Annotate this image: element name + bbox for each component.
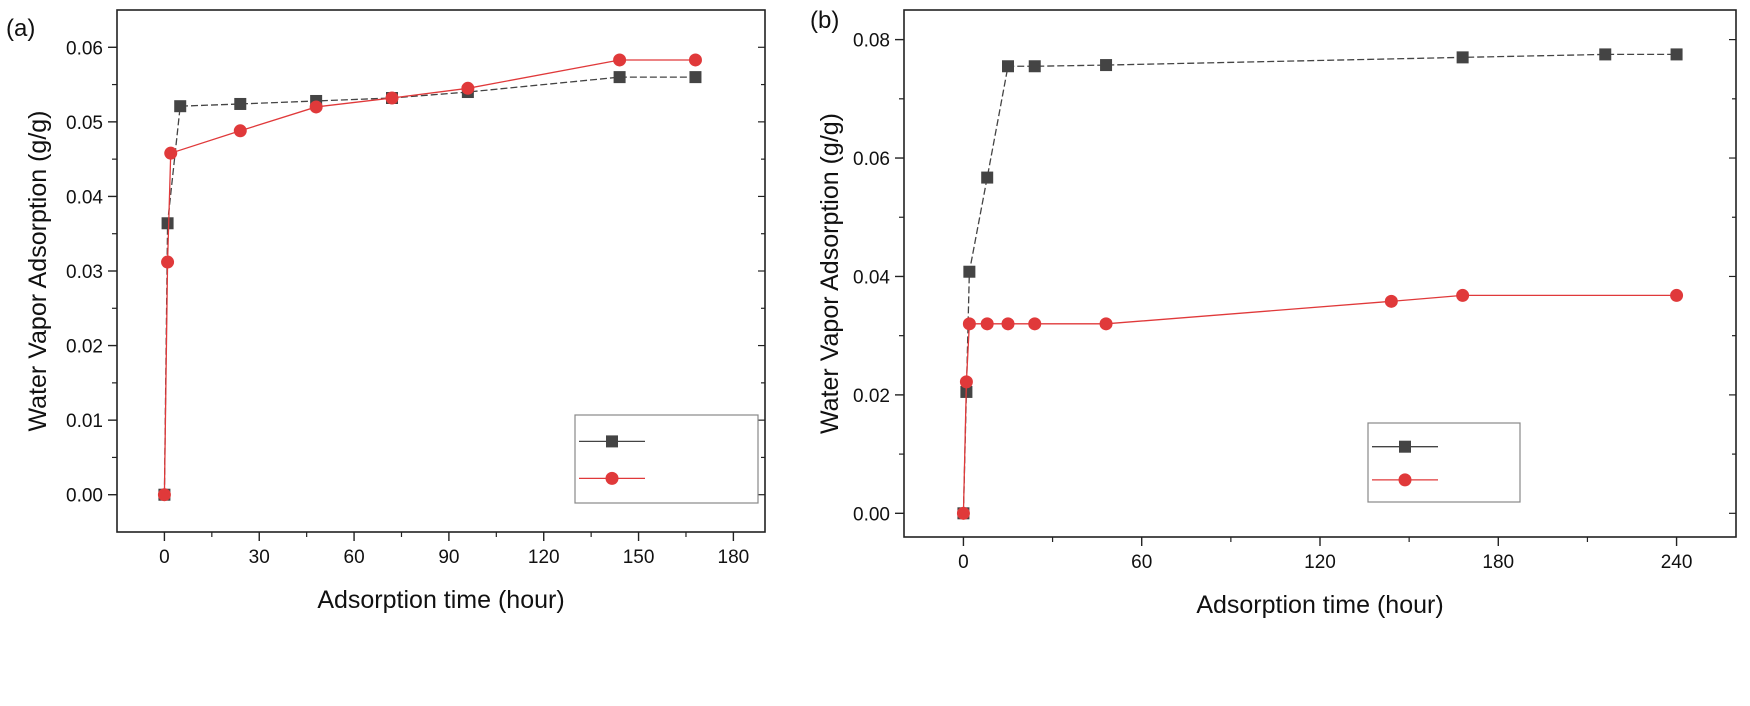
legend-marker-circle-a [605,471,619,485]
x-tick-label-a: 60 [344,547,365,568]
data-point-circle-a [157,488,171,502]
data-point-circle-a [688,53,702,67]
chart-b-svg: (b) Adsorption time (hour) Water Vapor A… [810,7,1737,619]
data-point-square-b [963,265,976,278]
data-point-square-b [1456,51,1469,64]
data-point-square-b [981,171,994,184]
y-tick-label-b: 0.04 [853,267,890,288]
data-point-square-a [613,71,626,84]
y-tick-label-a: 0.03 [66,262,103,283]
panel-label-a: (a) [6,15,35,42]
x-tick-label-a: 180 [718,547,750,568]
data-point-circle-b [1001,317,1015,331]
data-point-square-b [1028,60,1041,73]
x-tick-label-b: 120 [1304,552,1336,573]
data-point-square-b [1670,48,1683,61]
legend-marker-circle-b [1398,473,1412,487]
data-point-circle-b [1028,317,1042,331]
data-point-square-a [174,100,187,113]
chart-a-svg: (a) Adsorption time (hour) Water Vapor A… [6,9,766,614]
panel-label-b: (b) [810,7,839,34]
data-point-square-a [161,217,174,230]
y-tick-label-a: 0.01 [66,411,103,432]
data-point-circle-b [956,506,970,520]
x-tick-label-b: 180 [1482,552,1514,573]
data-point-square-a [234,97,247,110]
data-point-circle-a [613,53,627,67]
data-point-circle-a [161,255,175,269]
legend-box-a [574,414,759,504]
data-point-circle-a [309,100,323,114]
x-tick-label-a: 90 [438,547,459,568]
data-point-circle-b [1456,288,1470,302]
data-point-circle-a [164,146,178,160]
data-point-circle-b [1099,317,1113,331]
data-point-circle-a [233,124,247,138]
x-tick-label-b: 240 [1661,552,1693,573]
x-tick-label-b: 0 [958,552,969,573]
data-point-circle-b [1670,288,1684,302]
data-point-circle-a [461,81,475,95]
data-point-circle-b [962,317,976,331]
x-tick-label-a: 150 [623,547,655,568]
y-tick-label-a: 0.04 [66,187,103,208]
data-point-circle-a [385,91,399,105]
x-tick-label-a: 120 [528,547,560,568]
x-tick-label-a: 0 [159,547,170,568]
x-axis-label-b: Adsorption time (hour) [1196,591,1443,619]
y-tick-label-b: 0.00 [853,504,890,525]
data-point-circle-b [959,375,973,389]
y-tick-label-b: 0.02 [853,386,890,407]
data-point-circle-b [1384,294,1398,308]
data-point-square-a [689,71,702,84]
chart-panel-a: (a) Adsorption time (hour) Water Vapor A… [0,0,870,701]
y-axis-label-a: Water Vapor Adsorption (g/g) [24,111,52,432]
series-line-b-0 [962,53,1677,514]
x-tick-label-a: 30 [249,547,270,568]
legend-marker-square-b [1399,440,1411,453]
y-tick-label-b: 0.08 [853,31,890,52]
data-point-square-b [1599,48,1612,61]
data-point-square-b [1100,59,1113,72]
y-tick-label-a: 0.02 [66,337,103,358]
y-tick-label-b: 0.06 [853,149,890,170]
y-tick-label-a: 0.06 [66,38,103,59]
y-axis-label-b: Water Vapor Adsorption (g/g) [816,113,844,434]
x-tick-label-b: 60 [1131,552,1152,573]
y-tick-label-a: 0.00 [66,486,103,507]
x-axis-label-a: Adsorption time (hour) [317,586,564,614]
legend-marker-square-a [606,435,618,448]
data-point-square-b [1002,60,1014,73]
y-tick-label-a: 0.05 [66,113,103,134]
data-point-circle-b [980,317,994,331]
plot-frame-b [903,9,1737,538]
chart-panel-b: (b) Adsorption time (hour) Water Vapor A… [800,0,1750,701]
legend-box-b [1367,422,1521,503]
series-line-b-1 [962,294,1677,514]
